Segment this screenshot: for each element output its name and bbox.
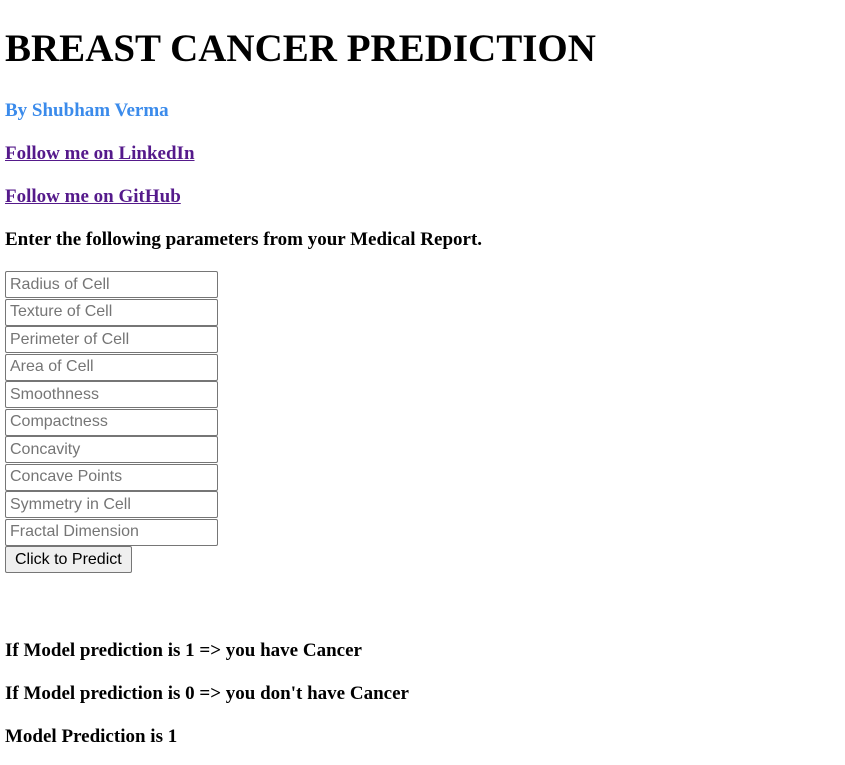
radius-input[interactable] (5, 271, 218, 298)
linkedin-link[interactable]: Follow me on LinkedIn (5, 143, 195, 164)
cancer-info-text: If Model prediction is 1 => you have Can… (5, 640, 362, 661)
symmetry-input[interactable] (5, 491, 218, 518)
prediction-result: Model Prediction is 1 (5, 726, 178, 747)
instructions-text: Enter the following parameters from your… (5, 229, 483, 250)
smoothness-input[interactable] (5, 381, 218, 408)
concavity-input[interactable] (5, 436, 218, 463)
perimeter-input[interactable] (5, 326, 218, 353)
fractal-dimension-input[interactable] (5, 518, 218, 546)
prediction-form: Click to Predict (5, 271, 219, 573)
texture-input[interactable] (5, 298, 218, 326)
predict-button[interactable]: Click to Predict (5, 546, 132, 573)
compactness-input[interactable] (5, 408, 218, 436)
no-cancer-info-text: If Model prediction is 0 => you don't ha… (5, 683, 409, 704)
author-name: By Shubham Verma (5, 100, 169, 121)
area-input[interactable] (5, 353, 218, 381)
page-title: BREAST CANCER PREDICTION (5, 27, 596, 70)
concave-points-input[interactable] (5, 463, 218, 491)
github-link[interactable]: Follow me on GitHub (5, 186, 181, 207)
